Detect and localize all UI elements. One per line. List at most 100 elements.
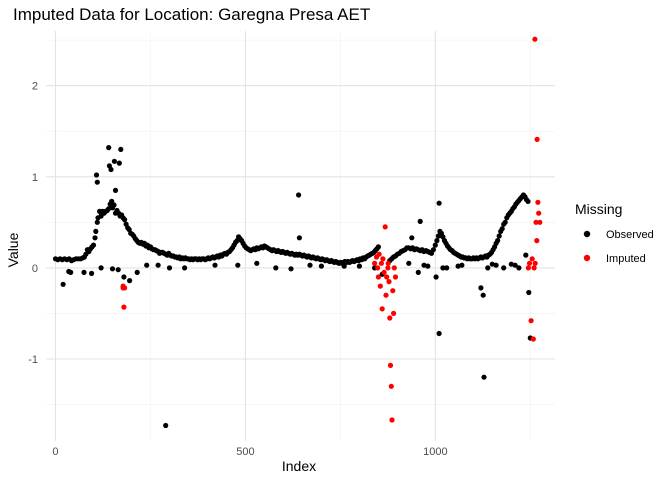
point-observed <box>440 265 446 271</box>
point-imputed <box>375 265 381 271</box>
legend-swatch-observed <box>583 230 591 238</box>
point-observed <box>495 238 501 244</box>
point-observed <box>425 263 431 269</box>
legend-swatch-imputed <box>583 254 591 262</box>
point-imputed <box>392 274 399 280</box>
legend: Missing Observed Imputed <box>575 201 654 265</box>
x-tick-label: 0 <box>52 446 58 458</box>
point-observed <box>111 158 117 164</box>
point-observed <box>415 269 421 275</box>
point-observed <box>108 166 114 173</box>
point-imputed <box>525 265 532 271</box>
y-tick-label: 0 <box>32 263 38 275</box>
legend-title: Missing <box>575 201 622 217</box>
point-observed <box>496 233 502 239</box>
point-observed <box>60 281 66 287</box>
point-imputed <box>532 260 538 266</box>
point-observed <box>436 330 442 337</box>
point-observed <box>406 260 412 266</box>
point-imputed <box>384 274 390 280</box>
point-observed <box>433 274 439 280</box>
point-imputed <box>378 260 384 266</box>
point-imputed <box>535 199 541 205</box>
legend-label-observed: Observed <box>606 229 654 241</box>
point-imputed <box>534 238 540 244</box>
point-observed <box>144 262 150 268</box>
chart-title: Imputed Data for Location: Garegna Presa… <box>13 5 370 24</box>
point-observed <box>434 238 440 244</box>
x-tick-label: 500 <box>236 446 254 458</box>
point-imputed <box>386 279 392 285</box>
point-observed <box>444 265 450 271</box>
point-imputed <box>377 283 383 289</box>
point-imputed <box>382 224 388 230</box>
point-imputed <box>534 136 540 142</box>
point-imputed <box>381 269 387 275</box>
point-imputed <box>372 260 378 266</box>
point-imputed <box>387 362 394 368</box>
point-imputed <box>380 256 386 262</box>
point-imputed <box>385 260 391 266</box>
point-observed <box>93 228 99 234</box>
x-axis-title: Index <box>282 458 316 474</box>
point-observed <box>106 145 112 151</box>
point-imputed <box>121 304 127 310</box>
point-observed <box>526 289 532 296</box>
point-imputed <box>391 265 397 271</box>
point-observed <box>501 265 507 271</box>
point-observed <box>122 217 128 223</box>
point-observed <box>436 200 442 206</box>
point-imputed <box>536 210 542 216</box>
point-observed <box>296 235 302 241</box>
point-imputed <box>390 288 396 294</box>
y-tick-label: 2 <box>32 81 38 93</box>
point-observed <box>155 262 161 268</box>
point-observed <box>112 187 119 193</box>
point-observed <box>81 269 87 275</box>
point-imputed <box>122 285 128 291</box>
point-imputed <box>388 383 394 389</box>
point-observed <box>163 422 169 429</box>
point-observed <box>98 265 104 271</box>
point-observed <box>512 262 518 268</box>
point-imputed <box>391 310 397 316</box>
x-tick-label: 1000 <box>423 446 447 458</box>
point-observed <box>499 226 505 232</box>
point-observed <box>409 235 415 241</box>
point-imputed <box>526 260 533 266</box>
point-observed <box>356 263 362 269</box>
point-observed <box>118 146 124 152</box>
point-observed <box>481 374 487 380</box>
point-imputed <box>375 274 381 280</box>
point-imputed <box>533 219 539 225</box>
y-tick-label: 1 <box>32 172 38 184</box>
point-observed <box>166 265 173 271</box>
point-observed <box>116 160 122 166</box>
point-imputed <box>379 306 385 312</box>
point-observed <box>93 172 100 178</box>
point-observed <box>235 262 241 268</box>
point-observed <box>273 265 279 271</box>
point-observed <box>516 265 522 271</box>
point-observed <box>94 179 100 185</box>
point-observed <box>68 269 74 275</box>
point-observed <box>109 266 116 272</box>
point-observed <box>212 262 218 268</box>
tick-labels: 0 500 1000 -1 0 1 2 <box>28 81 447 458</box>
point-observed <box>89 270 95 276</box>
point-observed <box>478 285 484 291</box>
point-observed <box>94 219 100 225</box>
point-observed <box>90 242 97 248</box>
point-observed <box>432 242 438 248</box>
point-imputed <box>529 256 535 262</box>
y-axis-title: Value <box>5 232 21 267</box>
point-observed <box>523 252 529 258</box>
point-observed <box>254 260 260 266</box>
point-imputed <box>383 292 389 298</box>
point-observed <box>417 218 423 224</box>
points-layer <box>52 36 543 429</box>
point-observed <box>307 262 313 268</box>
point-observed <box>288 266 294 272</box>
point-imputed <box>385 265 391 271</box>
point-observed <box>111 202 117 208</box>
